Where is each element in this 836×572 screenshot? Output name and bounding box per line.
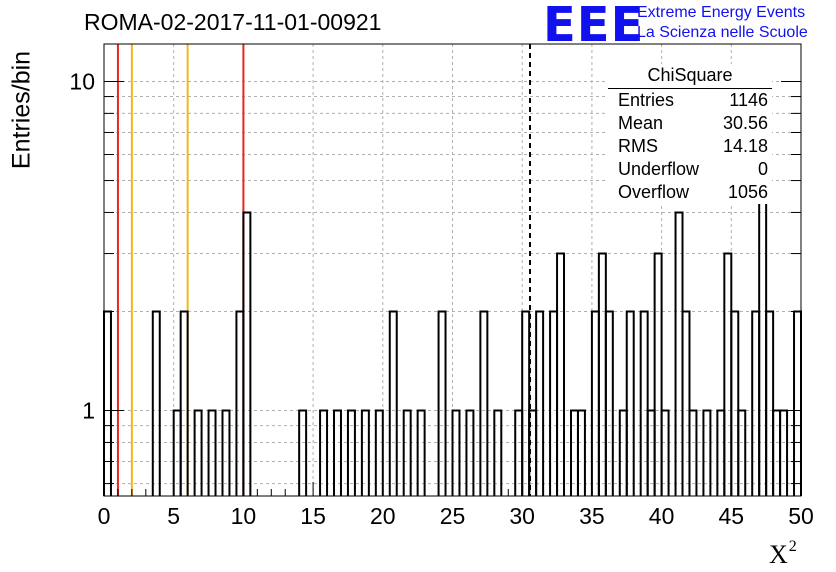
- x-tick-label: 5: [167, 503, 180, 529]
- histogram-bin: [374, 409, 384, 496]
- y-axis-label: Entries/bin: [7, 50, 36, 170]
- stats-label: Overflow: [618, 182, 690, 202]
- stats-value: 14.18: [722, 136, 768, 156]
- histogram-outline: [103, 131, 802, 496]
- histogram-bin: [437, 310, 447, 496]
- histogram-bin: [765, 310, 775, 496]
- histogram-bin: [479, 310, 489, 496]
- histogram-bin: [360, 409, 370, 496]
- logo-caption-line2: La Scienza nelle Scuole: [637, 24, 808, 41]
- histogram-bin: [556, 252, 566, 496]
- x-tick-label: 30: [509, 503, 535, 529]
- histogram-bin: [590, 310, 600, 496]
- histogram-bin: [103, 310, 112, 496]
- x-tick-label: 35: [579, 503, 605, 529]
- histogram-bin: [193, 409, 203, 496]
- histogram-bin: [179, 310, 189, 496]
- stats-value: 0: [757, 159, 768, 179]
- histogram-bin: [639, 310, 649, 496]
- stats-label: Mean: [618, 113, 664, 133]
- stats-label: Underflow: [618, 159, 700, 179]
- stats-value: 1146: [729, 90, 768, 110]
- histogram-bin: [674, 211, 684, 496]
- logo-caption: Extreme Energy Events La Scienza nelle S…: [637, 3, 808, 43]
- histogram-bin: [493, 409, 503, 496]
- histogram-bin: [388, 310, 398, 496]
- histogram-bin: [151, 310, 161, 496]
- stats-label: RMS: [618, 136, 658, 156]
- logo-caption-line1: Extreme Energy Events: [637, 4, 806, 21]
- histogram-bin: [625, 310, 635, 496]
- histogram-bin: [576, 409, 586, 496]
- histogram-bin: [793, 310, 802, 496]
- histogram-bin: [723, 252, 733, 496]
- x-tick-label: 20: [370, 503, 396, 529]
- x-axis-label: X2: [769, 538, 797, 570]
- histogram-bin: [402, 409, 412, 496]
- x-tick-label: 0: [98, 503, 111, 529]
- histogram-bin: [751, 310, 761, 496]
- histogram-bin: [235, 310, 245, 496]
- x-tick-label: 25: [440, 503, 466, 529]
- histogram-bin: [688, 409, 698, 496]
- stats-value: 30.56: [722, 113, 768, 133]
- y-tick-label: 1: [82, 398, 95, 424]
- eee-logo: EEE: [543, 0, 645, 53]
- histogram-bin: [207, 409, 217, 496]
- histogram-bin: [242, 211, 252, 496]
- histogram-bin: [653, 252, 663, 496]
- histogram-bin: [319, 409, 329, 496]
- histogram-bin: [346, 409, 356, 496]
- stats-value: 1056: [727, 182, 768, 202]
- stats-box: ChiSquare Entries 1146 Mean 30.56 RMS 14…: [608, 64, 772, 204]
- histogram-bin: [451, 409, 461, 496]
- stats-row-entries: Entries 1146: [608, 89, 772, 112]
- stats-label: Entries: [618, 90, 675, 110]
- stats-row-overflow: Overflow 1056: [608, 181, 772, 204]
- axis-ticks: [103, 80, 802, 496]
- x-axis-label-exponent: 2: [788, 538, 797, 555]
- x-tick-label: 15: [300, 503, 326, 529]
- histogram-bin: [221, 409, 231, 496]
- histogram-bin: [730, 310, 740, 496]
- stats-row-rms: RMS 14.18: [608, 135, 772, 158]
- histogram-bin: [660, 409, 670, 496]
- x-tick-label: 45: [719, 503, 745, 529]
- x-tick-label: 10: [231, 503, 257, 529]
- y-tick-label: 10: [69, 68, 95, 94]
- histogram-bin: [737, 409, 747, 496]
- x-tick-label: 40: [649, 503, 675, 529]
- histogram-bin: [702, 409, 712, 496]
- x-axis-label-text: X: [769, 540, 788, 569]
- histogram-bin: [333, 409, 342, 496]
- axis-tick-labels: 0 5 10 15 20 25 30 35 40 45 50 1 10: [69, 68, 813, 529]
- histogram-bin: [298, 409, 308, 496]
- stats-title: ChiSquare: [647, 65, 733, 85]
- histogram-bin: [597, 252, 607, 496]
- histogram-bin: [521, 310, 531, 496]
- histogram-bin: [416, 409, 426, 496]
- histogram-bin: [465, 409, 475, 496]
- x-tick-label: 50: [788, 503, 814, 529]
- run-title: ROMA-02-2017-11-01-00921: [84, 9, 382, 35]
- histogram-bin: [549, 310, 559, 496]
- histogram-bin: [604, 310, 614, 496]
- stats-row-mean: Mean 30.56: [608, 112, 772, 135]
- stats-divider: [608, 88, 772, 89]
- histogram-bin: [535, 310, 545, 496]
- histogram-bin: [681, 310, 691, 496]
- stats-row-underflow: Underflow 0: [608, 158, 772, 181]
